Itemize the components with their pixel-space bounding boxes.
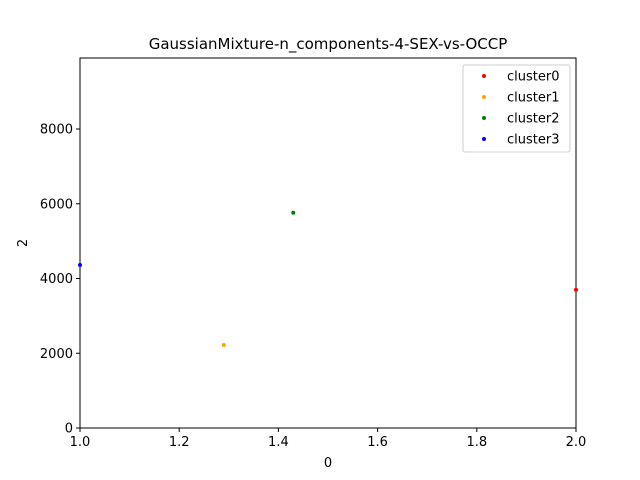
x-tick-label: 1.0	[70, 435, 91, 450]
y-tick-label: 6000	[40, 197, 73, 212]
legend-label: cluster2	[507, 112, 559, 127]
y-tick-label: 2000	[40, 347, 73, 362]
legend-items: cluster0 cluster1 cluster2 cluster3	[482, 70, 559, 148]
data-point-cluster1	[221, 343, 226, 348]
data-point-cluster2	[291, 210, 296, 215]
x-tick-label: 1.4	[268, 435, 289, 450]
legend-label: cluster1	[507, 91, 559, 106]
legend-marker-cluster2	[482, 116, 486, 120]
legend-label: cluster3	[507, 133, 559, 148]
legend-marker-cluster0	[482, 74, 486, 78]
legend: cluster0 cluster1 cluster2 cluster3	[462, 64, 571, 153]
data-point-cluster3	[78, 263, 82, 268]
y-axis-label: 2	[16, 239, 31, 247]
x-tick-label: 1.8	[466, 435, 487, 450]
y-tick-label: 0	[65, 422, 73, 437]
x-axis-ticks: 1.0 1.2 1.4 1.6 1.8 2.0	[70, 428, 587, 450]
legend-marker-cluster1	[482, 95, 486, 99]
x-tick-label: 1.2	[169, 435, 190, 450]
x-tick-label: 2.0	[566, 435, 587, 450]
y-axis-ticks: 0 2000 4000 6000 8000	[40, 123, 80, 437]
x-tick-label: 1.6	[367, 435, 388, 450]
legend-label: cluster0	[507, 70, 559, 85]
data-point-cluster0	[574, 287, 578, 292]
legend-box	[462, 64, 571, 153]
y-tick-label: 4000	[40, 272, 73, 287]
points-layer	[78, 210, 578, 348]
x-axis-label: 0	[324, 456, 332, 471]
y-tick-label: 8000	[40, 123, 73, 138]
legend-marker-cluster3	[482, 137, 486, 141]
chart-title: GaussianMixture-n_components-4-SEX-vs-OC…	[149, 35, 508, 54]
